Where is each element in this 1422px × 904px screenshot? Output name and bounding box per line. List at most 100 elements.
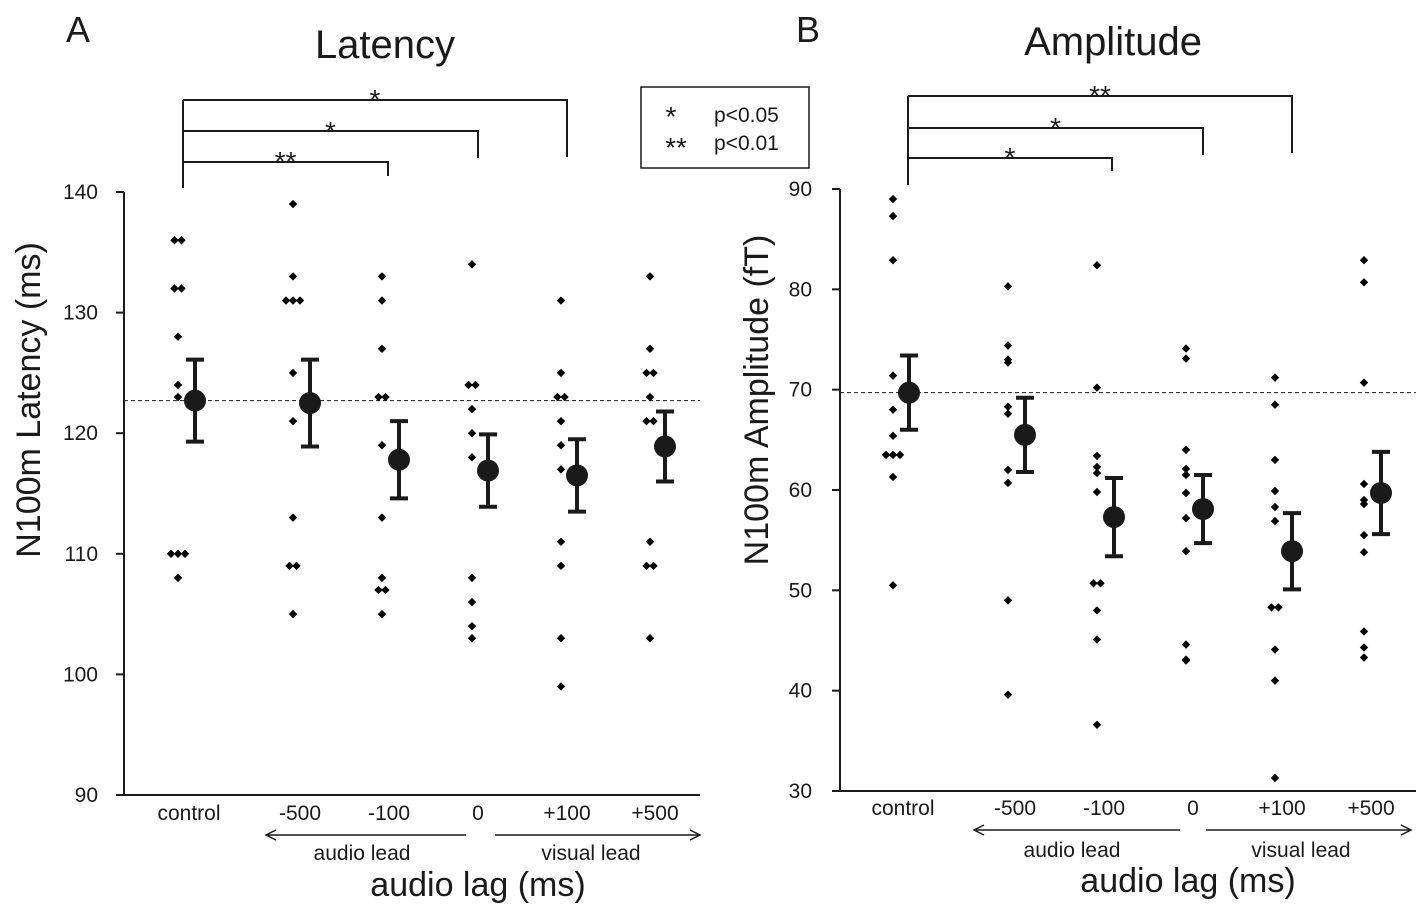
subject-point (1003, 409, 1013, 418)
subject-point (295, 296, 305, 305)
legend-label: p<0.01 (714, 132, 779, 155)
visual-lead-arrowhead (689, 829, 702, 841)
subject-point (1274, 603, 1283, 612)
subject-point (1359, 378, 1369, 387)
subject-point (1092, 261, 1102, 270)
subject-point (173, 549, 183, 558)
subject-point (1359, 499, 1369, 509)
category-label: +500 (631, 802, 678, 825)
subject-point (467, 453, 477, 462)
subject-point (374, 585, 383, 595)
legend-box (640, 86, 810, 169)
mean-point (898, 381, 920, 404)
subject-point (1003, 282, 1013, 291)
subject-point (377, 296, 387, 305)
category-label: -500 (279, 802, 321, 825)
subject-point (556, 441, 566, 450)
y-tick-label: 40 (789, 680, 812, 703)
subject-point (467, 260, 477, 269)
subject-point (1092, 451, 1102, 461)
subject-point (467, 573, 477, 583)
subject-point (1181, 547, 1191, 556)
subject-point (467, 404, 477, 414)
y-tick-label: 30 (789, 780, 812, 803)
mean-point (1014, 423, 1036, 446)
legend: * p<0.05 ** p<0.01 (640, 86, 810, 169)
subject-point (895, 450, 905, 460)
subject-point (888, 256, 898, 265)
subject-point (467, 429, 477, 438)
mean-point (1103, 506, 1125, 529)
significance-bracket (908, 95, 1293, 153)
subject-point (888, 450, 898, 460)
category-label: control (871, 797, 934, 820)
mean-point (388, 448, 410, 471)
subject-point (1003, 690, 1013, 699)
panel-letter: A (66, 9, 90, 50)
subject-point (1270, 455, 1280, 465)
legend-label: p<0.05 (714, 104, 779, 127)
y-tick-label: 90 (789, 178, 812, 201)
subject-point (1003, 358, 1013, 367)
subject-point (1089, 579, 1098, 588)
mean-point (184, 389, 206, 412)
mean-point (654, 435, 676, 458)
subject-point (1181, 354, 1191, 363)
subject-point (377, 513, 387, 522)
subject-point (173, 332, 183, 341)
panel-letter: B (796, 9, 820, 50)
subject-point (377, 344, 387, 353)
subject-point (556, 416, 566, 426)
subject-point (556, 561, 566, 571)
subject-point (1003, 478, 1013, 488)
panel-amplitude: B Amplitude N100m Amplitude (fT) audio l… (738, 9, 1416, 900)
significance-bracket (183, 161, 389, 176)
subject-point (464, 380, 473, 390)
subject-point (1181, 488, 1191, 498)
x-axis-label: audio lag (ms) (1080, 862, 1295, 900)
legend-symbol: ** (665, 132, 687, 163)
subject-point (1181, 640, 1191, 649)
subject-point (888, 581, 898, 590)
subject-point (645, 344, 655, 353)
category-label: +500 (1347, 797, 1394, 820)
subject-point (649, 368, 658, 378)
subject-point (288, 368, 298, 378)
mean-point (1192, 498, 1214, 521)
subject-point (1092, 720, 1102, 729)
legend-symbol: * (666, 101, 677, 132)
subject-point (288, 272, 298, 281)
significance-bracket (908, 127, 1204, 155)
subject-point (1267, 603, 1276, 612)
subject-point (1270, 502, 1280, 512)
subject-point (1181, 344, 1191, 353)
category-label: +100 (1258, 797, 1305, 820)
subject-point (1003, 402, 1013, 411)
significance-bracket (183, 99, 568, 157)
significance-label: ** (1089, 80, 1111, 111)
subject-point (1003, 465, 1013, 475)
subject-point (556, 634, 566, 643)
subject-point (1181, 464, 1191, 474)
subject-point (645, 272, 655, 281)
y-tick-label: 80 (789, 278, 812, 301)
subject-point (645, 634, 655, 643)
subject-point (1092, 383, 1102, 392)
category-label: +100 (543, 802, 590, 825)
subject-point (285, 561, 294, 571)
panel-latency: A Latency N100m Latency (ms) audio lag (… (10, 9, 702, 904)
y-tick-label: 50 (789, 579, 812, 602)
subject-point (1181, 445, 1191, 455)
subject-point (1359, 548, 1369, 557)
subject-point (1092, 635, 1102, 644)
chart-title: Amplitude (1024, 20, 1202, 64)
significance-bracket (908, 157, 1113, 171)
subject-point (471, 380, 480, 390)
subject-point (1359, 256, 1369, 265)
subject-point (1359, 653, 1369, 662)
subject-point (177, 284, 186, 293)
subject-point (888, 405, 898, 414)
subject-point (180, 549, 190, 558)
visual-lead-arrowhead (1400, 824, 1413, 836)
